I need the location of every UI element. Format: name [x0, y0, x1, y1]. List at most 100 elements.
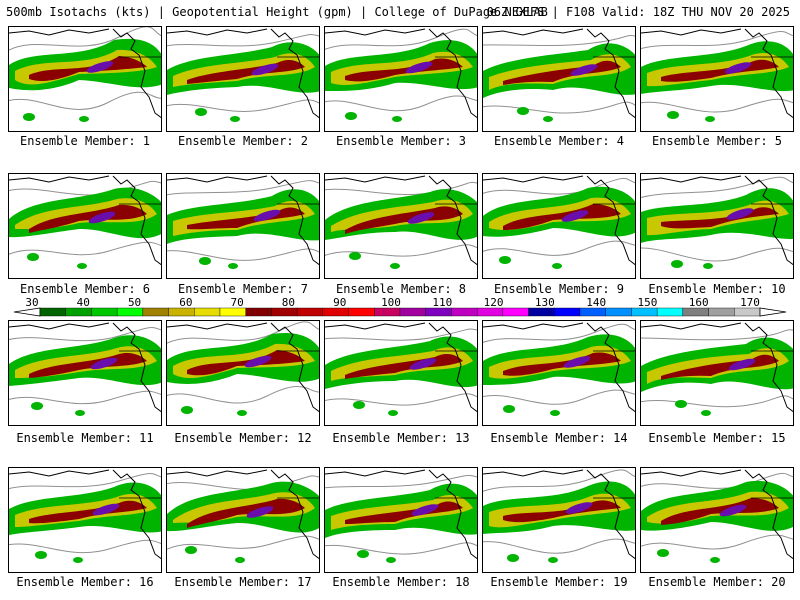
height-contour	[483, 469, 635, 492]
coastline	[744, 28, 793, 119]
colorbar-tick-label: 160	[689, 296, 709, 309]
map-panel	[166, 173, 320, 279]
ensemble-member-label: Ensemble Member: 5	[651, 134, 783, 148]
ensemble-member-label: Ensemble Member: 6	[19, 282, 151, 296]
colorbar-tick-label: 30	[25, 296, 38, 309]
map-panel	[482, 467, 636, 573]
isotach-map	[641, 28, 793, 122]
wind-blob	[75, 410, 85, 416]
wind-blob	[657, 549, 669, 557]
coastline	[428, 175, 477, 266]
height-contour	[483, 240, 635, 256]
coastline	[325, 28, 426, 36]
isotach-map	[9, 175, 161, 269]
height-contour	[641, 395, 793, 408]
height-contour	[483, 101, 635, 114]
colorbar-tick-label: 60	[179, 296, 192, 309]
colorbar-swatch	[245, 307, 272, 317]
jet-maximum	[409, 358, 437, 370]
colorbar-swatch	[296, 307, 324, 317]
colorbar-swatch	[708, 307, 735, 317]
height-contour	[9, 390, 161, 405]
height-contour	[641, 247, 793, 262]
isotach-map	[9, 322, 161, 416]
colorbar-swatch	[142, 307, 169, 317]
ensemble-member-label: Ensemble Member: 1	[19, 134, 151, 148]
coastline	[9, 175, 110, 183]
isotach-map	[483, 322, 635, 416]
coastline	[167, 28, 268, 36]
jet-maximum	[411, 504, 439, 516]
map-panel	[324, 26, 478, 132]
height-contour	[9, 27, 161, 51]
ensemble-member-label: Ensemble Member: 11	[16, 431, 154, 445]
wind-blob	[345, 112, 357, 120]
height-contour	[167, 386, 319, 404]
coastline	[325, 469, 426, 477]
wind-blob	[548, 557, 558, 563]
isotach-map	[325, 175, 477, 269]
jet-maximum	[728, 358, 756, 371]
coastline	[325, 175, 426, 183]
jet-core	[661, 498, 779, 525]
coastline	[270, 469, 319, 560]
colorbar-swatch	[116, 307, 144, 317]
wind-blob	[388, 410, 398, 416]
jet-core	[503, 352, 621, 376]
wind-blob	[543, 116, 553, 122]
isotach-map	[641, 469, 793, 563]
coastline	[428, 28, 477, 119]
coastline	[586, 28, 635, 119]
map-panel	[166, 26, 320, 132]
wind-blob	[195, 108, 207, 116]
map-panel	[8, 173, 162, 279]
wind-blob	[185, 546, 197, 554]
wind-blob	[349, 252, 361, 260]
wind-blob	[503, 405, 515, 413]
jet-core	[29, 352, 147, 378]
jet-core	[187, 350, 305, 376]
coastline	[112, 28, 161, 119]
coastline	[9, 322, 110, 330]
colorbar-swatch	[91, 307, 118, 317]
colorbar-tick-label: 170	[740, 296, 760, 309]
ensemble-member-label: Ensemble Member: 14	[490, 431, 628, 445]
coastline	[270, 28, 319, 119]
wind-blob	[77, 263, 87, 269]
height-contour	[325, 28, 477, 50]
jet-core	[29, 204, 147, 233]
jet-maximum	[251, 63, 279, 76]
colorbar-tick-label: 70	[231, 296, 244, 309]
coastline	[167, 469, 268, 477]
jet-maximum	[561, 210, 589, 222]
height-contour	[641, 176, 793, 199]
coastline	[586, 175, 635, 266]
jet-core	[345, 58, 463, 82]
jet-maximum	[724, 62, 752, 74]
wind-blob	[550, 410, 560, 416]
ensemble-member-label: Ensemble Member: 7	[177, 282, 309, 296]
height-contour	[9, 539, 161, 554]
jet-maximum	[244, 355, 272, 368]
jet-maximum	[407, 212, 435, 224]
height-contour	[9, 326, 161, 342]
ensemble-member-label: Ensemble Member: 12	[174, 431, 312, 445]
jet-maximum	[92, 503, 120, 516]
colorbar-swatch	[39, 307, 66, 317]
coastline	[744, 175, 793, 266]
colorbar-swatch	[734, 307, 761, 317]
colorbar-swatch	[502, 307, 529, 317]
jet-maximum	[405, 61, 433, 74]
colorbar-swatch	[425, 307, 452, 317]
ensemble-member-label: Ensemble Member: 19	[490, 575, 628, 589]
height-contour	[325, 328, 477, 341]
jet-maximum	[719, 504, 747, 517]
map-panel	[324, 320, 478, 426]
coastline	[483, 469, 584, 477]
height-contour	[641, 534, 793, 550]
jet-maximum	[570, 64, 598, 76]
coastline	[428, 469, 477, 560]
jet-maximum	[88, 211, 116, 224]
coastline	[641, 322, 742, 330]
wind-blob	[517, 107, 529, 115]
